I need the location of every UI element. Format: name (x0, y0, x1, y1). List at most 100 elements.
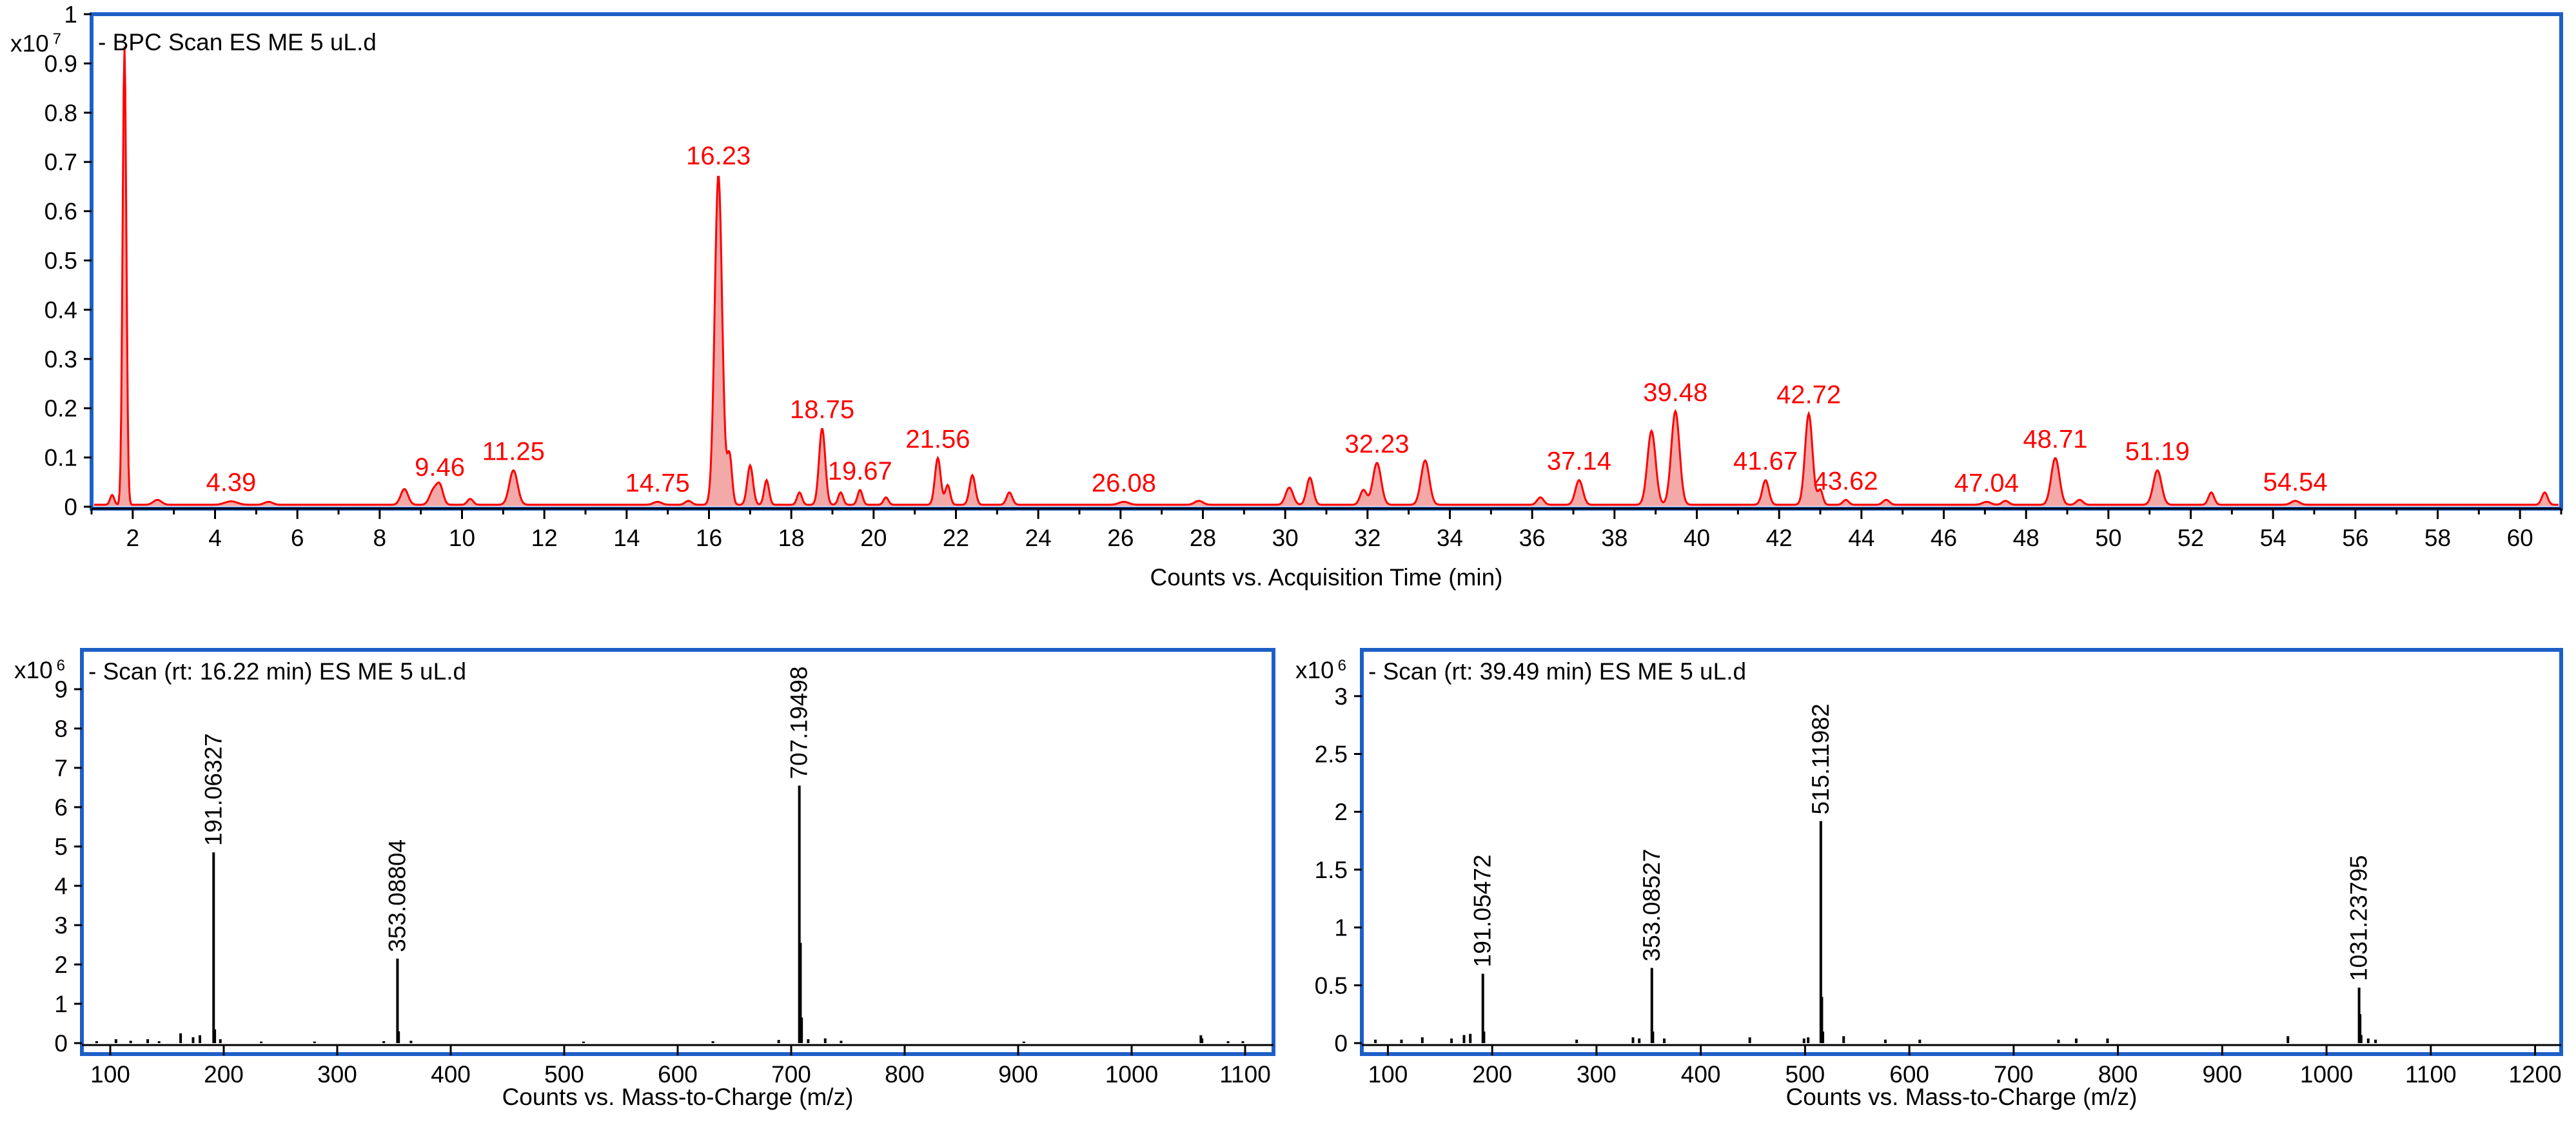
ms1-y-tick-label: 0 (54, 1030, 68, 1057)
ms2-x-tick-label: 100 (1368, 1061, 1408, 1088)
ms2-plot-frame (1360, 648, 2563, 1056)
bpc-x-axis-title: Counts vs. Acquisition Time (min) (1150, 564, 1503, 591)
ms2-x-tick-label: 400 (1681, 1061, 1721, 1088)
bpc-x-tick-label: 6 (291, 525, 304, 551)
ms1-x-tick-label: 1100 (1219, 1061, 1271, 1088)
bpc-x-tick-label: 26 (1107, 525, 1134, 551)
ms2-x-tick-label: 500 (1785, 1061, 1825, 1088)
bpc-x-tick-label: 32 (1354, 525, 1381, 551)
bpc-y-tick-label: 0.6 (44, 199, 77, 225)
bpc-scale-base: x10 (10, 30, 49, 57)
ms1-x-tick-label: 500 (544, 1061, 584, 1088)
ms1-x-tick-label: 1000 (1105, 1061, 1158, 1088)
ms2-x-tick-label: 1100 (2405, 1061, 2457, 1088)
bpc-peak-label: 19.67 (828, 457, 892, 485)
bpc-x-tick-label: 48 (2013, 525, 2040, 551)
ms1-x-tick-label: 400 (431, 1061, 471, 1088)
bpc-x-tick-label: 30 (1272, 525, 1299, 551)
ms1-y-tick-label: 8 (54, 716, 68, 742)
bpc-y-tick-label: 0.4 (44, 297, 77, 323)
ms2-peak-label: 191.05472 (1470, 854, 1496, 967)
ms2-y-tick-label: 1.5 (1315, 857, 1348, 883)
ms1-data-layer (95, 785, 1244, 1043)
bpc-x-tick-label: 50 (2095, 525, 2121, 551)
bpc-peak-label: 48.71 (2023, 425, 2087, 453)
bpc-x-tick-label: 14 (613, 525, 640, 551)
bpc-y-tick-label: 0.1 (44, 445, 77, 471)
bpc-x-tick-label: 56 (2342, 525, 2368, 551)
ms1-x-tick-label: 900 (998, 1061, 1038, 1088)
bpc-x-tick-label: 60 (2507, 525, 2533, 551)
bpc-x-tick-label: 18 (778, 525, 805, 551)
ms1-x-tick-label: 800 (885, 1061, 925, 1088)
bpc-x-tick-label: 36 (1519, 525, 1546, 551)
bpc-x-tick-label: 42 (1766, 525, 1793, 551)
ms2-x-tick-label: 1000 (2300, 1061, 2353, 1088)
ms2-scale-exponent: 6 (1338, 657, 1346, 674)
bpc-trace-line (94, 46, 2559, 506)
bpc-title: - BPC Scan ES ME 5 uL.d (98, 29, 377, 55)
ms2-peak-label: 353.08527 (1638, 848, 1665, 961)
ms1-x-tick-label: 100 (90, 1061, 130, 1088)
bpc-peak-label: 54.54 (2263, 468, 2328, 496)
bpc-x-tick-label: 2 (126, 525, 140, 551)
ms2-title: - Scan (rt: 39.49 min) ES ME 5 uL.d (1368, 658, 1746, 685)
ms1-y-tick-label: 4 (54, 873, 68, 899)
bpc-y-tick-label: 1 (64, 1, 77, 28)
bpc-y-tick-label: 0 (64, 494, 77, 520)
ms2-x-tick-label: 700 (1994, 1061, 2034, 1088)
ms1-y-tick-label: 7 (54, 755, 68, 781)
ms1-x-tick-label: 600 (658, 1061, 698, 1088)
bpc-x-tick-label: 40 (1684, 525, 1710, 551)
bpc-peak-label: 39.48 (1643, 378, 1707, 407)
ms1-scale-factor: x10 6 (14, 657, 65, 683)
ms1-y-tick-label: 5 (54, 834, 68, 860)
bpc-peak-label: 9.46 (415, 453, 465, 482)
ms1-y-tick-label: 6 (54, 794, 68, 821)
ms2-scale-base: x10 (1295, 657, 1334, 683)
bpc-x-tick-label: 20 (860, 525, 887, 551)
bpc-peak-label: 42.72 (1776, 381, 1841, 409)
bpc-peak-label: 51.19 (2125, 437, 2190, 465)
bpc-panel: - BPC Scan ES ME 5 uL.d x10 7 0 0.1 0.2 0.3 0.4… (10, 1, 2563, 591)
bpc-x-tick-label: 12 (531, 525, 558, 551)
ms1-y-tick-label: 3 (54, 912, 68, 939)
bpc-scale-factor: x10 7 (10, 30, 61, 57)
ms2-y-tick-label: 1 (1334, 915, 1348, 941)
ms1-scale-base: x10 (14, 657, 53, 683)
bpc-x-tick-label: 24 (1025, 525, 1052, 551)
ms2-y-tick-label: 3 (1334, 683, 1348, 710)
bpc-x-tick-label: 44 (1848, 525, 1874, 551)
ms2-x-tick-label: 600 (1889, 1061, 1929, 1088)
bpc-y-tick-label: 0.3 (44, 346, 77, 373)
bpc-y-tick-label: 0.7 (44, 149, 77, 175)
bpc-x-tick-label: 52 (2178, 525, 2204, 551)
ms2-data-layer (1374, 821, 2377, 1043)
bpc-x-tick-label: 8 (373, 525, 387, 551)
bpc-y-tick-label: 0.8 (44, 100, 77, 126)
bpc-peak-label: 41.67 (1733, 447, 1798, 476)
bpc-x-tick-label: 54 (2260, 525, 2286, 551)
bpc-x-tick-label: 10 (449, 525, 475, 551)
bpc-peak-label: 11.25 (482, 437, 545, 465)
bpc-x-tick-label: 28 (1190, 525, 1216, 551)
bpc-y-tick-label: 0.5 (44, 248, 77, 274)
bpc-data-layer (94, 46, 2559, 506)
ms2-y-tick-label: 0 (1334, 1030, 1348, 1057)
bpc-y-tick-label: 0.9 (44, 50, 77, 77)
ms1-x-tick-label: 700 (771, 1061, 811, 1088)
ms1-x-tick-label: 300 (317, 1061, 357, 1088)
bpc-peak-label: 26.08 (1092, 469, 1156, 497)
ms2-x-tick-label: 200 (1472, 1061, 1512, 1088)
bpc-plot-frame (90, 12, 2563, 511)
ms2-y-tick-label: 2.5 (1315, 741, 1348, 767)
ms2-y-tick-label: 0.5 (1315, 972, 1348, 999)
ms1-y-tick-label: 9 (54, 676, 68, 703)
bpc-x-tick-label: 22 (943, 525, 969, 551)
bpc-x-tick-label: 4 (208, 525, 222, 551)
ms1-peak-label: 191.06327 (200, 733, 226, 846)
bpc-x-tick-label: 46 (1931, 525, 1957, 551)
ms2-peak-label: 515.11982 (1807, 703, 1834, 814)
bpc-x-tick-label: 34 (1437, 525, 1463, 551)
